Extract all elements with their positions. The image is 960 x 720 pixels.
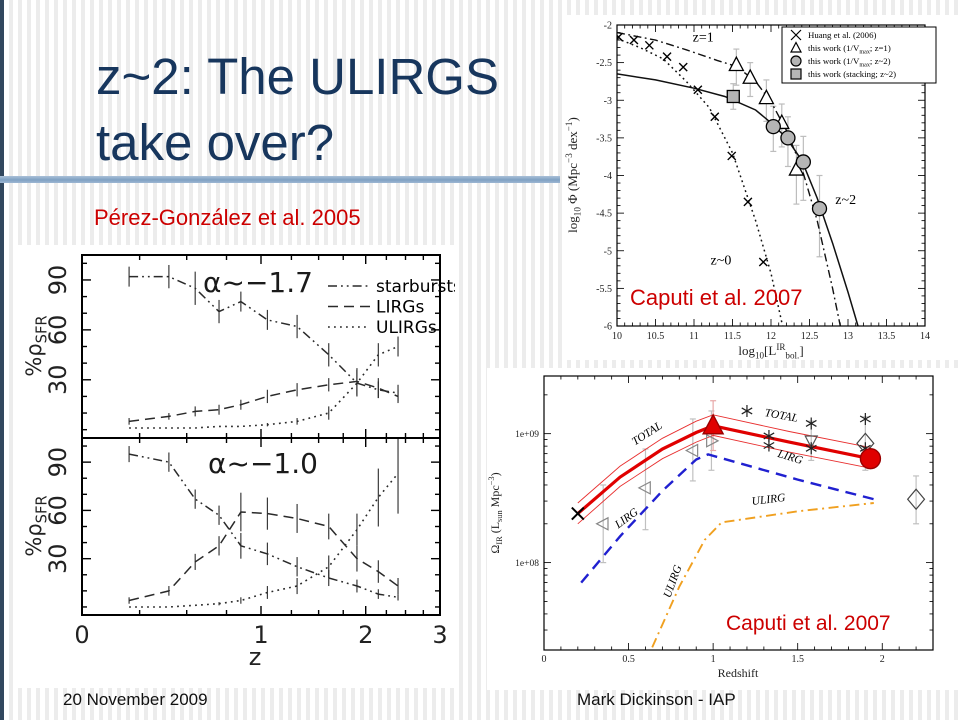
svg-text:Redshift: Redshift [718,666,759,680]
svg-text:ULIRGs: ULIRGs [376,318,437,338]
footer-author: Mark Dickinson - IAP [577,690,736,709]
svg-text:90: 90 [44,265,72,296]
svg-text:%ρSFR: %ρSFR [22,315,50,376]
svg-text:starbursts: starbursts [376,277,455,297]
svg-text:11.5: 11.5 [724,331,741,342]
title-line-1: z~2: The ULIRGS [96,48,499,105]
svg-text:ULIRG: ULIRG [751,492,787,508]
svg-text:1.5: 1.5 [791,654,804,665]
caputi-omega-figure: 0 0.5 1 1.5 2 1e+08 1e+09 TOTAL TOTAL LIRG LIRG ULI… [487,368,958,690]
svg-text:12.5: 12.5 [801,331,819,342]
caputi-omega-svg: 0 0.5 1 1.5 2 1e+08 1e+09 TOTAL TOTAL LIRG LIRG ULI… [487,375,934,680]
svg-text:30: 30 [44,543,72,574]
svg-text:%ρSFR: %ρSFR [22,495,50,556]
svg-text:α~−1.0: α~−1.0 [208,447,318,480]
svg-text:α~−1.7: α~−1.7 [203,266,313,299]
footer-date: 20 November 2009 [63,690,208,709]
svg-text:-2: -2 [604,21,612,32]
perez-gonzalez-figure: 30 60 90 α~−1.7 starbursts LIRGs ULIRGs 0 1 2 3 30 6… [14,245,462,688]
svg-text:0: 0 [542,654,547,665]
svg-text:30: 30 [44,364,72,395]
svg-text:0.5: 0.5 [622,654,635,665]
svg-text:13.5: 13.5 [878,331,896,342]
svg-text:this work (1/Vmax; z~2): this work (1/Vmax; z~2) [808,56,891,68]
svg-text:60: 60 [44,315,72,346]
svg-text:-6: -6 [604,322,612,333]
svg-text:this work (1/Vmax; z=1): this work (1/Vmax; z=1) [808,43,891,55]
svg-text:-5: -5 [604,246,612,257]
svg-text:TOTAL: TOTAL [630,420,665,448]
caputi-caption-bottom: Caputi et al. 2007 [726,612,891,635]
svg-text:12: 12 [766,331,776,342]
svg-text:LIRG: LIRG [775,448,805,467]
svg-text:60: 60 [44,495,72,526]
svg-text:3: 3 [432,621,447,649]
svg-text:LIRGs: LIRGs [376,297,424,317]
page-title: z~2: The ULIRGS take over? [96,44,499,176]
svg-text:1e+08: 1e+08 [515,559,539,569]
svg-text:z~2: z~2 [835,193,856,208]
svg-text:10: 10 [612,331,622,342]
svg-text:14: 14 [920,331,930,342]
svg-text:10.5: 10.5 [647,331,665,342]
svg-text:log10[LIRbol.]: log10[LIRbol.] [738,342,803,360]
svg-text:Huang et al. (2006): Huang et al. (2006) [808,30,876,40]
svg-text:TOTAL: TOTAL [764,407,799,425]
svg-text:-5.5: -5.5 [596,284,612,295]
caputi-lf-figure: 10 10.5 11 11.5 12 12.5 13 13.5 14 -2 -2.5 -3 -3.5 -4… [563,15,960,360]
svg-text:2: 2 [358,621,373,649]
svg-text:z=1: z=1 [693,31,714,46]
caputi-lf-svg: 10 10.5 11 11.5 12 12.5 13 13.5 14 -2 -2.5 -3 -3.5 -4… [564,21,937,360]
svg-text:-3.5: -3.5 [596,133,612,144]
svg-text:1: 1 [253,621,268,649]
svg-text:LIRG: LIRG [612,506,641,532]
svg-text:13: 13 [843,331,853,342]
svg-text:2: 2 [880,654,885,665]
svg-text:z: z [249,643,262,671]
svg-text:1: 1 [711,654,716,665]
svg-text:z~0: z~0 [711,253,732,268]
svg-text:-2.5: -2.5 [596,58,612,69]
svg-text:this work (stacking; z~2): this work (stacking; z~2) [808,69,896,79]
title-divider [0,176,560,183]
svg-text:-4.5: -4.5 [596,209,612,220]
svg-text:ΩIR (Lsun Mpc−3): ΩIR (Lsun Mpc−3) [487,472,504,553]
title-line-2: take over? [96,114,335,171]
svg-text:90: 90 [44,447,72,478]
svg-text:0: 0 [74,621,89,649]
perez-gonzalez-caption: Pérez-González et al. 2005 [94,205,361,230]
caputi-caption-top: Caputi et al. 2007 [630,285,803,310]
svg-text:1e+09: 1e+09 [515,430,539,440]
svg-text:log10 Φ (Mpc−3 dex−1): log10 Φ (Mpc−3 dex−1) [564,117,582,233]
left-edge-bar [0,0,4,720]
svg-text:11: 11 [689,331,699,342]
svg-text:-4: -4 [604,171,612,182]
svg-text:-3: -3 [604,96,612,107]
